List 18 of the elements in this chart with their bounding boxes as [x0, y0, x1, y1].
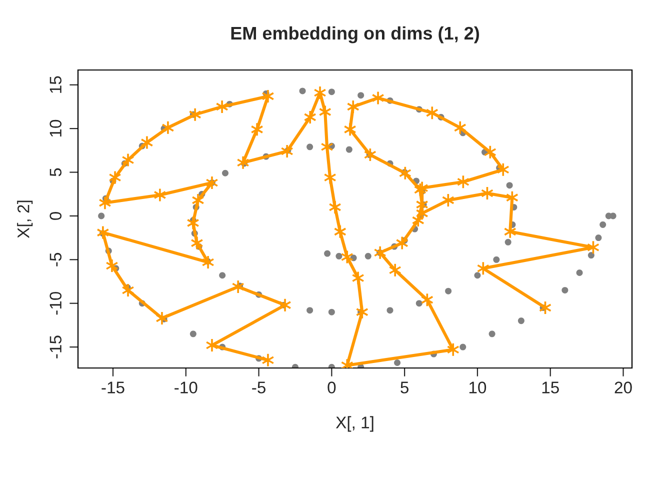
x-tick-label: -10 — [174, 382, 198, 394]
y-tick-label: -10 — [50, 292, 62, 315]
x-tick-label: 20 — [614, 382, 632, 394]
y-tick-label: 5 — [50, 168, 62, 176]
y-axis-title: X[, 2] — [17, 200, 33, 238]
y-tick-label: -15 — [50, 336, 62, 358]
x-tick-label: -15 — [102, 382, 124, 394]
x-tick-label: 0 — [328, 382, 336, 394]
x-tick-label: -5 — [252, 382, 266, 394]
y-tick-label: 0 — [50, 212, 62, 220]
chart-title: EM embedding on dims (1, 2) — [231, 26, 480, 44]
x-tick-label: 5 — [400, 382, 409, 394]
x-tick-label: 10 — [469, 382, 486, 394]
x-axis-title: X[, 1] — [336, 416, 374, 432]
x-tick-label: 15 — [542, 382, 559, 394]
y-tick-label: -5 — [50, 252, 62, 266]
y-tick-label: 15 — [50, 76, 62, 93]
y-tick-label: 10 — [50, 120, 62, 137]
